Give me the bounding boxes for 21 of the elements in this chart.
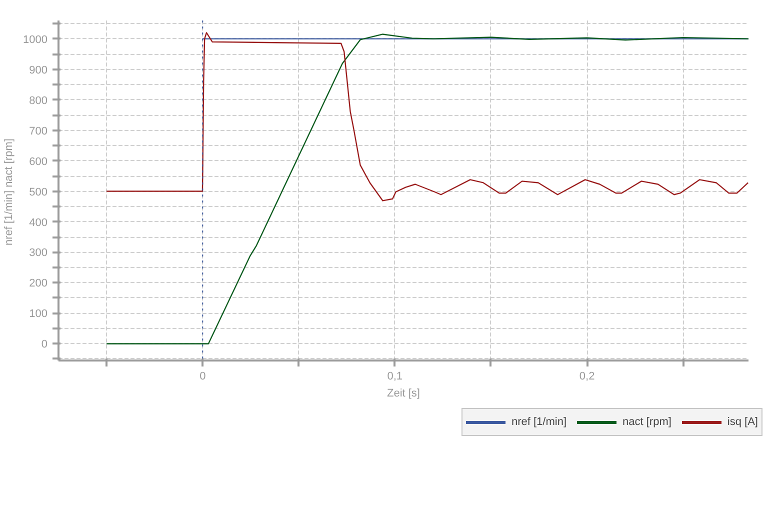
y-tick-label: 100 — [29, 308, 48, 320]
y-tick-label: 200 — [29, 278, 48, 290]
y-tick-label: 300 — [29, 247, 48, 260]
line-series — [106, 34, 748, 344]
y-tick-label: 400 — [29, 216, 48, 229]
legend-label: nact [rpm] — [622, 416, 672, 428]
line-series — [106, 32, 748, 202]
legend-label: isq [A] — [727, 416, 758, 428]
x-tick-label: 0,1 — [387, 370, 402, 382]
y-axis-title: nref [1/min] nact [rpm] — [3, 138, 16, 246]
x-tick-label: 0 — [200, 370, 206, 382]
x-axis-title: Zeit [s] — [386, 388, 420, 400]
legend-label: nref [1/min] — [511, 416, 567, 428]
y-tick-label: 900 — [29, 64, 48, 76]
y-tick-label: 500 — [29, 186, 48, 198]
y-tick-label: 800 — [29, 94, 48, 107]
y-tick-label: 0 — [41, 338, 48, 351]
x-tick-label: 0,2 — [579, 370, 595, 382]
y-tick-label: 1000 — [23, 34, 48, 46]
y-tick-label: 700 — [29, 125, 48, 138]
y-tick-label: 600 — [29, 156, 48, 168]
